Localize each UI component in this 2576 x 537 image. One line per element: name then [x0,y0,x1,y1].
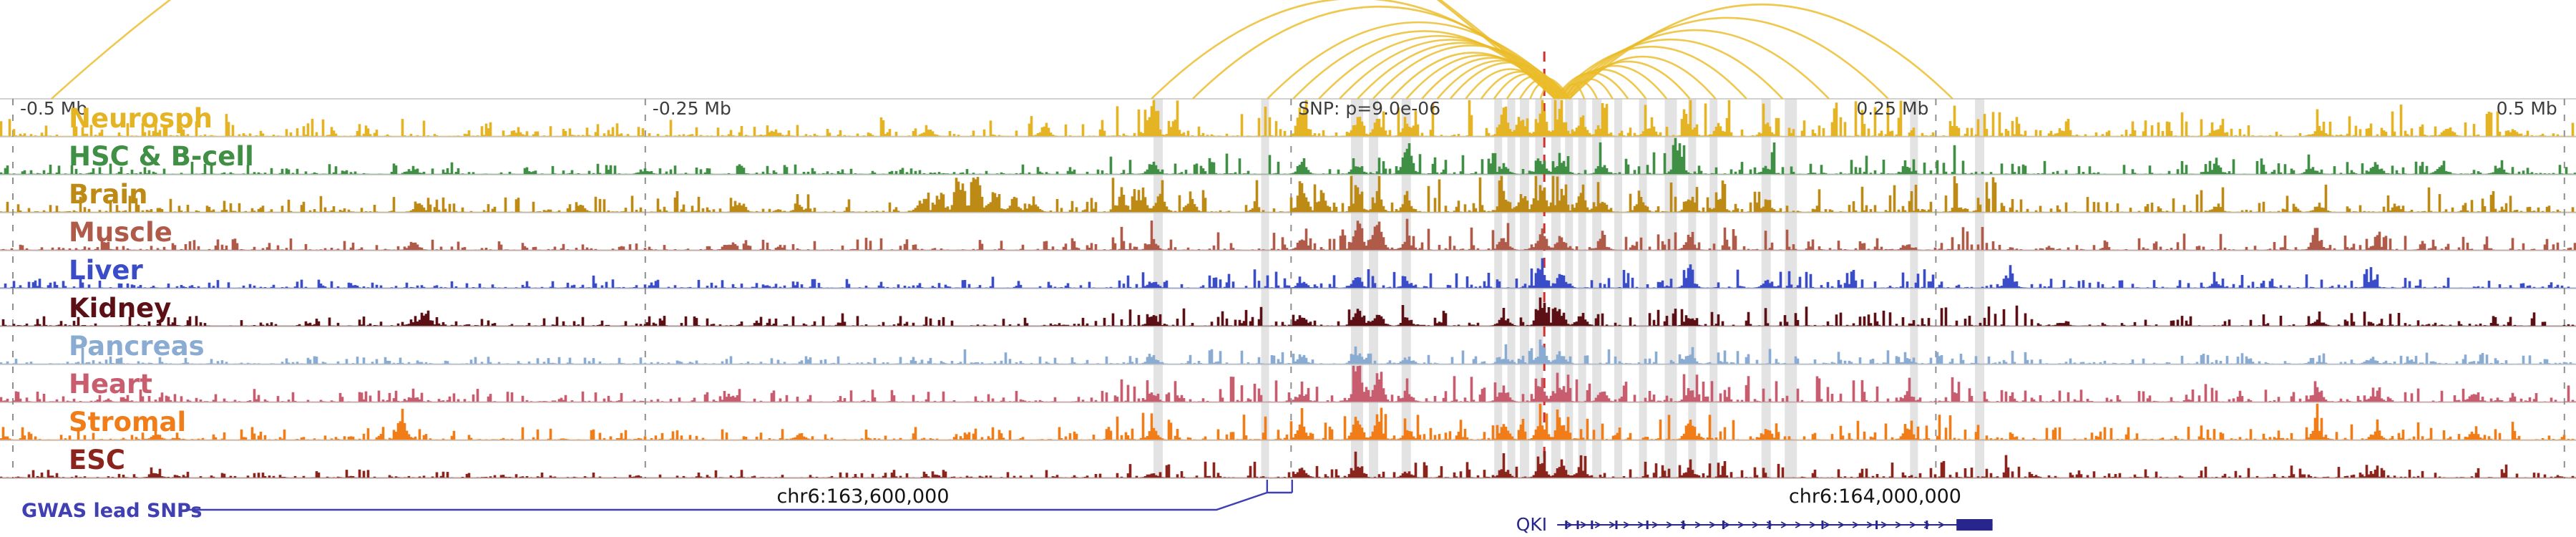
gene-strand-arrow [1566,521,1574,528]
interaction-arc [1568,4,1953,100]
interaction-arcs [51,0,1953,100]
gene-strand-arrow [1752,521,1760,528]
axis-tick-label: SNP: p=9.0e-06 [1298,98,1440,119]
interaction-arc [1449,62,1571,100]
gene-strand-arrow [1766,521,1774,528]
interaction-arc [1565,16,1889,100]
gene-strand-arrow [1780,521,1788,528]
gene-strand-arrow [1637,521,1645,528]
gene-strand-arrow [1895,521,1903,528]
gene-strand-arrow [1723,521,1731,528]
coordinate-label: chr6:164,000,000 [1789,485,1961,508]
interaction-arc [1529,82,1556,100]
gene-model-qki [1557,519,1993,531]
track-label-kidney: Kidney [69,293,171,324]
track-signal-kidney [0,297,2576,326]
gene-strand-arrow [1880,521,1888,528]
gwas-connector-line [187,491,1292,511]
gene-exon-box [1956,519,1993,531]
gene-strand-arrow [1666,521,1674,528]
track-signal-brain [0,175,2576,213]
axis-tick-label: 0.25 Mb [1856,98,1928,119]
gene-strand-arrow [1737,521,1745,528]
axis-grid [0,98,2576,479]
gene-strand-arrow [1838,521,1845,528]
gene-strand-arrow [1852,521,1860,528]
gene-strand-arrow [1909,521,1917,528]
gene-strand-arrow [1580,521,1588,528]
track-label-esc: ESC [69,445,125,475]
gene-strand-arrow [1866,521,1874,528]
track-signal-muscle [0,218,2576,251]
interaction-arc [1191,5,1567,100]
gene-strand-arrow [1694,521,1702,528]
interaction-arc [1561,64,1668,100]
gene-strand-arrow [1594,521,1602,528]
coordinate-label: chr6:163,600,000 [776,485,949,508]
interaction-arc [1561,29,1830,100]
track-signal-pancreas [0,339,2576,364]
track-signal-heart [0,365,2576,402]
signal-tracks [0,100,2576,478]
gene-strand-arrow [1823,521,1831,528]
interaction-arc [1554,46,1747,100]
interaction-arc [1436,59,1567,100]
track-signal-liver [0,258,2576,289]
track-label-stromal: Stromal [69,407,186,437]
gene-name-label: QKI [1516,514,1547,535]
interaction-arc [1151,0,1563,100]
interaction-arc [1465,68,1556,100]
axis-tick-label: -0.25 Mb [653,98,731,119]
track-label-muscle: Muscle [69,217,172,248]
axis-tick-label: 0.5 Mb [2497,98,2557,119]
gwas-lead-snps-label: GWAS lead SNPs [21,500,202,522]
track-label-liver: Liver [69,255,143,286]
gene-strand-arrow [1709,521,1717,528]
interaction-arc [1565,60,1691,100]
track-signal-esc [0,451,2576,478]
interaction-arc [1506,74,1567,100]
gene-strand-arrow [1652,521,1659,528]
track-signal-neurosph [0,100,2576,137]
gene-strand-arrow [1609,521,1616,528]
track-signal-hsc-b-cell [0,137,2576,175]
gene-strand-arrow [1623,521,1631,528]
gene-strand-arrow [1809,521,1817,528]
track-label-brain: Brain [69,179,147,210]
gene-strand-arrow [1938,521,1946,528]
track-label-heart: Heart [69,369,152,400]
track-label-neurosph: Neurosph [69,103,213,134]
track-label-pancreas: Pancreas [69,331,205,362]
interaction-arc [1558,39,1784,100]
gene-strand-arrow [1795,521,1802,528]
track-label-hsc-b-cell: HSC & B-cell [69,141,254,172]
interaction-arc [1421,57,1563,100]
track-signal-stromal [0,403,2576,440]
axis-tick-label: -0.5 Mb [20,98,87,119]
